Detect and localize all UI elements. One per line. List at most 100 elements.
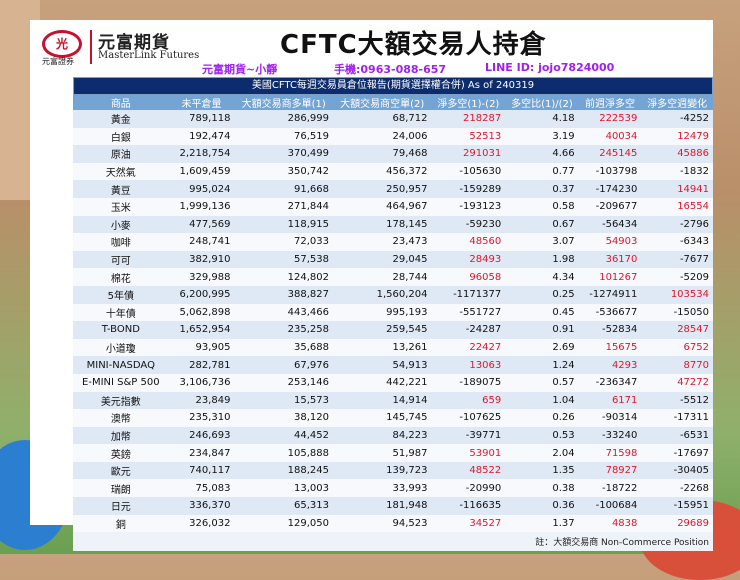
cell-chg: -2268 — [641, 479, 713, 498]
cell-net: -39771 — [431, 426, 506, 445]
cell-name: 瑞朗 — [73, 479, 169, 498]
col-header: 淨多空週變化 — [641, 95, 713, 110]
cell-name: E-MINI S&P 500 — [73, 373, 169, 392]
cell-chg: -6343 — [641, 233, 713, 251]
cell-prev: -174230 — [578, 180, 642, 198]
cell-name: 原油 — [73, 145, 169, 163]
cell-long: 235,258 — [234, 321, 333, 339]
cell-net: 22427 — [431, 338, 506, 357]
table-row: 加幣 246,693 44,452 84,223 -39771 0.53 -33240 -65… — [73, 426, 713, 445]
cell-prev: -56434 — [578, 215, 642, 234]
cell-long: 57,538 — [234, 250, 333, 269]
cell-ratio: 2.69 — [505, 338, 579, 357]
cell-net: -193123 — [431, 197, 506, 216]
cell-oi: 23,849 — [168, 391, 235, 410]
cell-chg: 47272 — [641, 373, 713, 392]
cell-long: 13,003 — [234, 479, 333, 498]
cell-oi: 234,847 — [168, 444, 235, 462]
logo-english-name: MasterLink Futures — [98, 50, 200, 61]
cell-name: 十年債 — [73, 303, 169, 322]
cell-oi: 3,106,736 — [168, 373, 235, 392]
cell-chg: -5512 — [641, 391, 713, 410]
cell-long: 188,245 — [234, 461, 333, 480]
cell-chg: 12479 — [641, 127, 713, 146]
cell-ratio: 0.58 — [505, 197, 579, 216]
cell-name: 黃豆 — [73, 180, 169, 198]
cell-ratio: 1.24 — [505, 356, 579, 374]
cell-long: 72,033 — [234, 233, 333, 251]
cell-oi: 326,032 — [168, 514, 235, 533]
cell-chg: -2796 — [641, 215, 713, 234]
table-row: 美元指數 23,849 15,573 14,914 659 1.04 6171 -5512 — [73, 391, 713, 410]
col-header: 前週淨多空 — [578, 95, 642, 110]
cell-ratio: 0.77 — [505, 162, 579, 181]
cell-net: 52513 — [431, 127, 506, 146]
cell-long: 370,499 — [234, 145, 333, 163]
cell-net: -20990 — [431, 479, 506, 498]
cell-name: 小道瓊 — [73, 338, 169, 357]
cell-prev: 222539 — [578, 110, 642, 128]
cftc-table-wrapper: 美國CFTC每週交易員倉位報告(期貨選擇權合併) As of 240319 商品… — [73, 77, 713, 552]
cell-short: 14,914 — [332, 391, 432, 410]
cell-prev: 71598 — [578, 444, 642, 462]
cell-chg: -7677 — [641, 250, 713, 269]
cell-ratio: 4.18 — [505, 110, 579, 128]
contact-line-id: LINE ID: jojo7824000 — [485, 61, 615, 74]
table-row: 天然氣 1,609,459 350,742 456,372 -105630 0.77 -10… — [73, 162, 713, 181]
cell-long: 38,120 — [234, 409, 333, 427]
cell-net: 53901 — [431, 444, 506, 462]
cell-oi: 1,652,954 — [168, 321, 235, 339]
cell-ratio: 1.04 — [505, 391, 579, 410]
cell-short: 23,473 — [332, 233, 432, 251]
cell-ratio: 0.67 — [505, 215, 579, 234]
cell-oi: 235,310 — [168, 409, 235, 427]
cell-name: 咖啡 — [73, 233, 169, 251]
cell-long: 67,976 — [234, 356, 333, 374]
cell-long: 388,827 — [234, 285, 333, 304]
cell-oi: 329,988 — [168, 268, 235, 286]
table-row: 十年債 5,062,898 443,466 995,193 -551727 0.45 -53… — [73, 303, 713, 322]
cell-net: -105630 — [431, 162, 506, 181]
cell-net: 659 — [431, 391, 506, 410]
cell-long: 76,519 — [234, 127, 333, 146]
page-title: CFTC大額交易人持倉 — [280, 30, 547, 60]
cell-oi: 789,118 — [168, 110, 235, 128]
table-row: 咖啡 248,741 72,033 23,473 48560 3.07 54903 -6343 — [73, 233, 713, 251]
cell-net: -159289 — [431, 180, 506, 198]
cell-oi: 282,781 — [168, 356, 235, 374]
logo-chinese-name: 元富期貨 — [98, 33, 170, 53]
cell-oi: 740,117 — [168, 461, 235, 480]
cell-prev: 4838 — [578, 514, 642, 533]
cell-oi: 6,200,995 — [168, 285, 235, 304]
cell-ratio: 1.35 — [505, 461, 579, 480]
cell-prev: 54903 — [578, 233, 642, 251]
table-body: 黃金 789,118 286,999 68,712 218287 4.18 222539 -4… — [73, 110, 713, 533]
cell-short: 181,948 — [332, 497, 432, 515]
table-row: 白銀 192,474 76,519 24,006 52513 3.19 40034 12479 — [73, 127, 713, 146]
cell-prev: 245145 — [578, 145, 642, 163]
cell-ratio: 3.07 — [505, 233, 579, 251]
col-header: 大額交易商空單(2) — [332, 95, 432, 110]
cell-short: 178,145 — [332, 215, 432, 234]
cell-prev: 101267 — [578, 268, 642, 286]
table-caption: 美國CFTC每週交易員倉位報告(期貨選擇權合併) As of 240319 — [73, 77, 713, 95]
cell-prev: 78927 — [578, 461, 642, 480]
cell-chg: 28547 — [641, 321, 713, 339]
cell-name: 歐元 — [73, 461, 169, 480]
cell-chg: -4252 — [641, 110, 713, 128]
cell-name: 可可 — [73, 250, 169, 269]
col-header: 未平倉量 — [168, 95, 235, 110]
cell-short: 68,712 — [332, 110, 432, 128]
cell-short: 79,468 — [332, 145, 432, 163]
cell-chg: 14941 — [641, 180, 713, 198]
cell-long: 35,688 — [234, 338, 333, 357]
cell-long: 271,844 — [234, 197, 333, 216]
cell-net: -116635 — [431, 497, 506, 515]
cell-chg: 45886 — [641, 145, 713, 163]
cell-ratio: 4.34 — [505, 268, 579, 286]
table-row: 瑞朗 75,083 13,003 33,993 -20990 0.38 -18722 -226… — [73, 479, 713, 498]
cell-ratio: 0.38 — [505, 479, 579, 498]
cell-prev: -18722 — [578, 479, 642, 498]
cell-short: 28,744 — [332, 268, 432, 286]
cell-name: 加幣 — [73, 426, 169, 445]
